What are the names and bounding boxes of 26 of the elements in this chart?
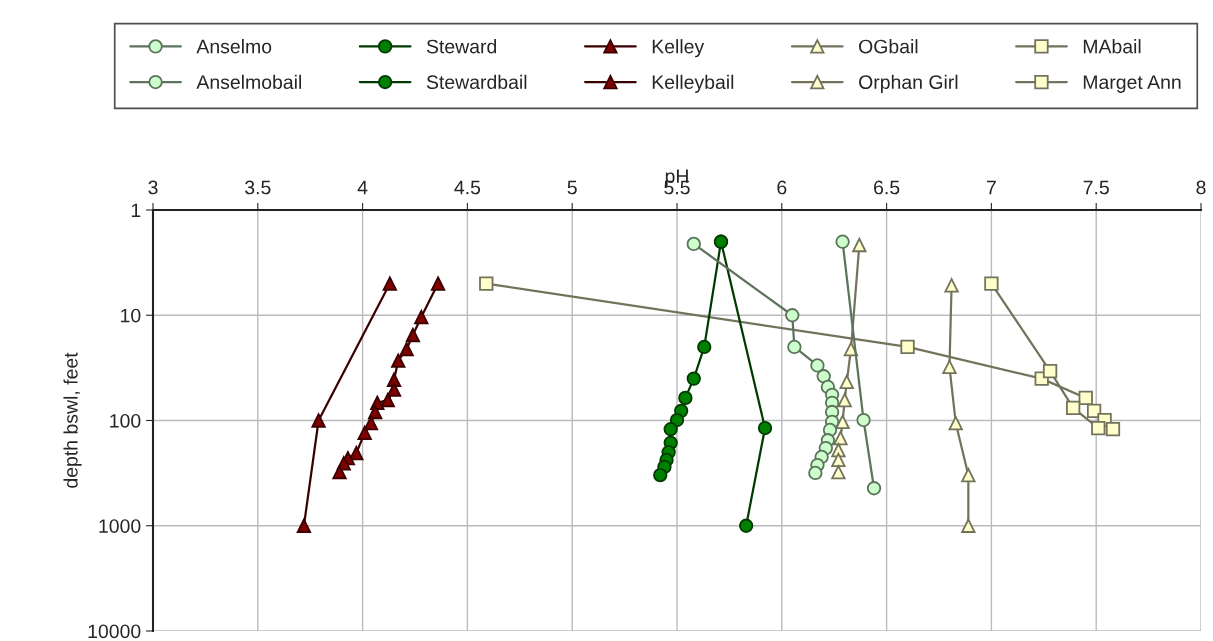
x-tick-label: 6	[777, 180, 787, 195]
legend-label: Marget Ann	[1083, 75, 1181, 93]
x-tick-label: 7.5	[1083, 180, 1109, 195]
x-tick-label: 4	[357, 180, 368, 195]
y-tick-label: 10000	[88, 624, 141, 639]
y-tick-label: 10	[121, 308, 141, 323]
legend-label: Kelleybail	[652, 74, 734, 93]
legend-label: Anselmo	[196, 39, 272, 54]
legend-label: OGbail	[859, 39, 918, 54]
x-tick-label: 5	[567, 180, 577, 195]
legend-label: Kelley	[652, 39, 705, 58]
x-tick-label: 8	[1196, 180, 1206, 195]
legend-label: Anselmobail	[196, 74, 302, 90]
x-tick-label: 4.5	[454, 180, 481, 195]
x-tick-label: 6.5	[874, 180, 900, 195]
y-axis-title: depth bswl, feet	[63, 352, 82, 488]
x-tick-label: 7	[986, 180, 996, 195]
y-tick-label: 1000	[99, 519, 141, 533]
x-tick-label: 3	[148, 180, 158, 195]
legend-label: Stewardbail	[426, 74, 527, 90]
legend-label: Orphan Girl	[859, 74, 958, 93]
legend-label: Steward	[426, 39, 497, 54]
legend-label: MAbail	[1083, 39, 1141, 54]
x-tick-label: 3.5	[245, 180, 271, 195]
y-tick-label: 1	[131, 203, 141, 218]
y-tick-label: 100	[110, 413, 141, 428]
